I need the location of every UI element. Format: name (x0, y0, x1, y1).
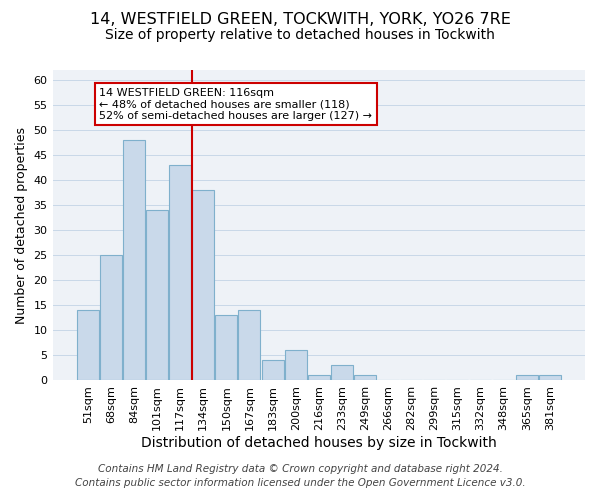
Bar (100, 256, 122, 380)
X-axis label: Distribution of detached houses by size in Tockwith: Distribution of detached houses by size … (141, 436, 497, 450)
Bar (331, 366, 353, 380)
Bar (539, 376, 561, 380)
Text: Contains HM Land Registry data © Crown copyright and database right 2024.
Contai: Contains HM Land Registry data © Crown c… (74, 464, 526, 487)
Bar (77, 310, 98, 380)
Bar (169, 165, 191, 380)
Bar (354, 376, 376, 380)
Bar (262, 360, 284, 380)
Bar (123, 140, 145, 380)
Text: 14, WESTFIELD GREEN, TOCKWITH, YORK, YO26 7RE: 14, WESTFIELD GREEN, TOCKWITH, YORK, YO2… (89, 12, 511, 28)
Bar (516, 376, 538, 380)
Text: 14 WESTFIELD GREEN: 116sqm
← 48% of detached houses are smaller (118)
52% of sem: 14 WESTFIELD GREEN: 116sqm ← 48% of deta… (99, 88, 372, 120)
Text: Size of property relative to detached houses in Tockwith: Size of property relative to detached ho… (105, 28, 495, 42)
Bar (238, 310, 260, 380)
Bar (192, 190, 214, 380)
Bar (308, 376, 330, 380)
Bar (284, 350, 307, 380)
Bar (146, 210, 168, 380)
Bar (215, 316, 238, 380)
Y-axis label: Number of detached properties: Number of detached properties (15, 126, 28, 324)
